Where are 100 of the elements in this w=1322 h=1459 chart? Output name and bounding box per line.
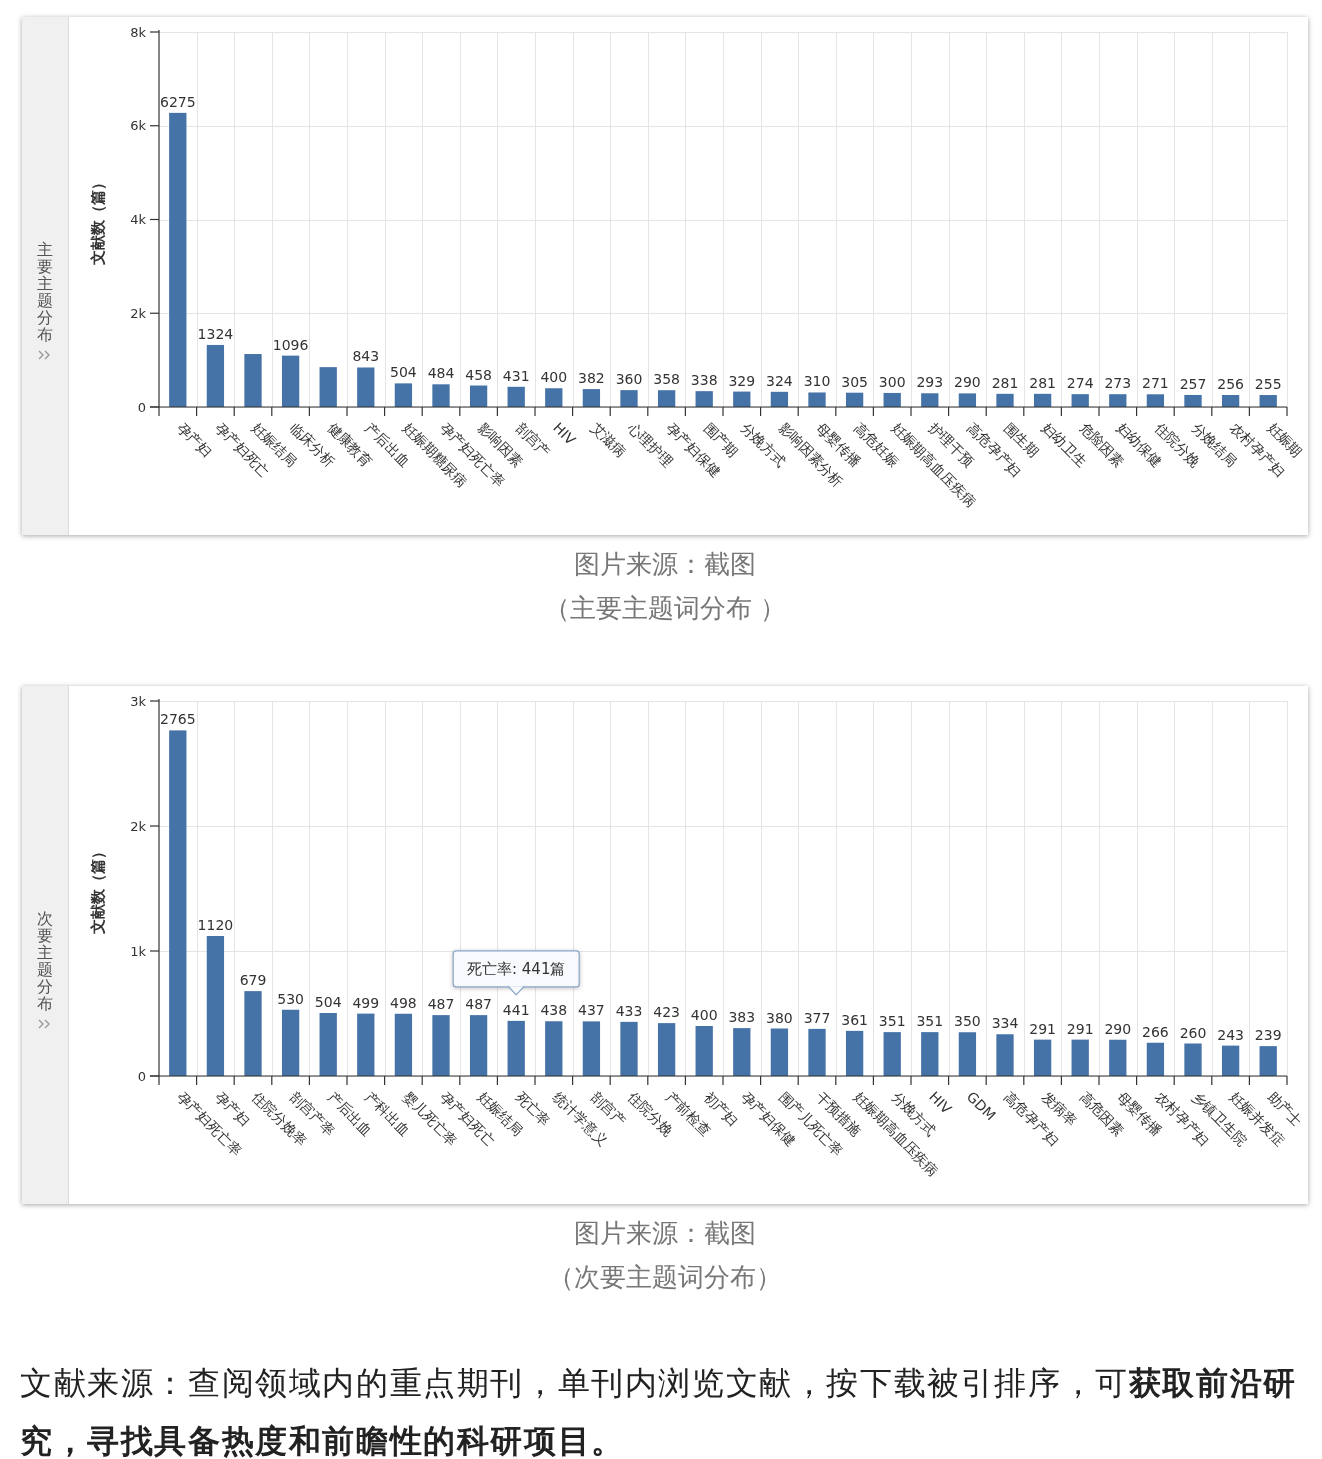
data-label: 431 [502, 367, 530, 384]
y-tick-label: 6k [130, 118, 147, 134]
data-label: 329 [728, 372, 756, 389]
text: 获取前沿研 [1128, 1363, 1297, 1404]
data-label: 334 [991, 1015, 1019, 1032]
data-label: 2765 [159, 711, 196, 728]
bar [996, 393, 1014, 407]
bar [507, 386, 525, 407]
data-label: 679 [239, 972, 267, 989]
bar [1184, 1043, 1202, 1076]
data-label: 530 [277, 990, 304, 1007]
bar [281, 355, 300, 407]
data-label: 1324 [197, 325, 234, 342]
bar [281, 1009, 300, 1076]
bar [432, 384, 450, 407]
data-label: 350 [954, 1013, 981, 1030]
bar [620, 390, 638, 407]
data-label: 358 [653, 371, 680, 388]
annotation: 死亡率: 441篇 [466, 959, 566, 978]
bar [1071, 394, 1089, 407]
data-label: 487 [465, 996, 492, 1013]
data-label: 305 [841, 373, 868, 390]
bar [921, 393, 939, 407]
data-label: 257 [1179, 375, 1207, 392]
data-label: 377 [803, 1009, 831, 1026]
data-label: 437 [578, 1002, 605, 1019]
data-label: 291 [1066, 1020, 1094, 1037]
bar [394, 383, 413, 407]
data-label: 273 [1104, 375, 1132, 392]
data-label: 361 [841, 1011, 868, 1028]
bar [808, 1028, 826, 1076]
bar [432, 1015, 450, 1076]
y-tick-label: 2k [130, 305, 147, 321]
bar [469, 385, 488, 407]
bar [319, 1013, 337, 1076]
bar [1221, 395, 1240, 407]
bar [244, 354, 262, 407]
bar [1221, 1045, 1240, 1076]
bar [394, 1013, 413, 1076]
bar [1071, 1039, 1089, 1076]
text: 主要主题分布 [37, 239, 53, 344]
y-tick-label: 0 [137, 1068, 146, 1084]
bar [169, 112, 187, 407]
data-label: 271 [1142, 375, 1169, 392]
bar [958, 1032, 977, 1076]
data-label: 239 [1254, 1027, 1282, 1044]
text: 图片来源：截图 [574, 1218, 756, 1248]
text: 次要主题分布 [37, 908, 53, 1013]
bar [357, 1013, 375, 1076]
bar [657, 390, 676, 407]
bar [582, 389, 601, 407]
data-label: 1096 [272, 336, 309, 353]
text: （次要主题词分布） [548, 1262, 782, 1292]
data-label: 498 [390, 994, 417, 1011]
data-label: 400 [540, 369, 568, 386]
data-label: 383 [728, 1009, 756, 1026]
bar [545, 1021, 563, 1076]
data-label: 382 [578, 370, 605, 387]
data-label: 380 [766, 1009, 793, 1026]
bar [695, 391, 713, 407]
bar [883, 1032, 901, 1076]
data-label: 487 [427, 996, 455, 1013]
data-label: 843 [352, 348, 380, 365]
bar [582, 1021, 601, 1076]
bar [657, 1023, 676, 1076]
bar [545, 388, 563, 407]
data-label: 351 [916, 1013, 944, 1030]
data-label: 338 [690, 372, 718, 389]
bar [620, 1021, 638, 1076]
data-label: 266 [1142, 1023, 1169, 1040]
bar [169, 730, 187, 1076]
bar [695, 1026, 713, 1076]
data-label: 484 [427, 365, 455, 382]
y-tick-label: 3k [130, 693, 147, 709]
text: 文献来源：查阅领域内的重点期刊，单刊内浏览文献，按下载被引排序，可 [20, 1363, 1129, 1404]
bar [469, 1015, 488, 1076]
data-label: 458 [465, 366, 492, 383]
data-label: 1120 [197, 917, 234, 933]
bar [845, 1030, 864, 1076]
data-label: 423 [653, 1004, 680, 1021]
data-label: 310 [803, 373, 831, 390]
y-tick-label: 0 [137, 399, 146, 415]
bar [996, 1034, 1014, 1076]
data-label: 274 [1066, 375, 1094, 392]
data-label: 438 [540, 1002, 568, 1019]
bar [1259, 1046, 1277, 1076]
data-label: 243 [1217, 1026, 1244, 1043]
bar [244, 991, 262, 1076]
data-label: 281 [1029, 374, 1056, 391]
text: （主要主题词分布 ） [543, 593, 787, 623]
bar [808, 392, 826, 407]
bar [1033, 1039, 1052, 1076]
data-label: 504 [390, 364, 417, 381]
bar [357, 367, 375, 407]
data-label: 360 [615, 371, 643, 388]
data-label: 433 [615, 1002, 643, 1019]
bar [733, 1028, 751, 1076]
bar [319, 367, 337, 407]
bar [206, 936, 225, 1076]
x-tick-label: 艾滋病 [587, 419, 629, 461]
